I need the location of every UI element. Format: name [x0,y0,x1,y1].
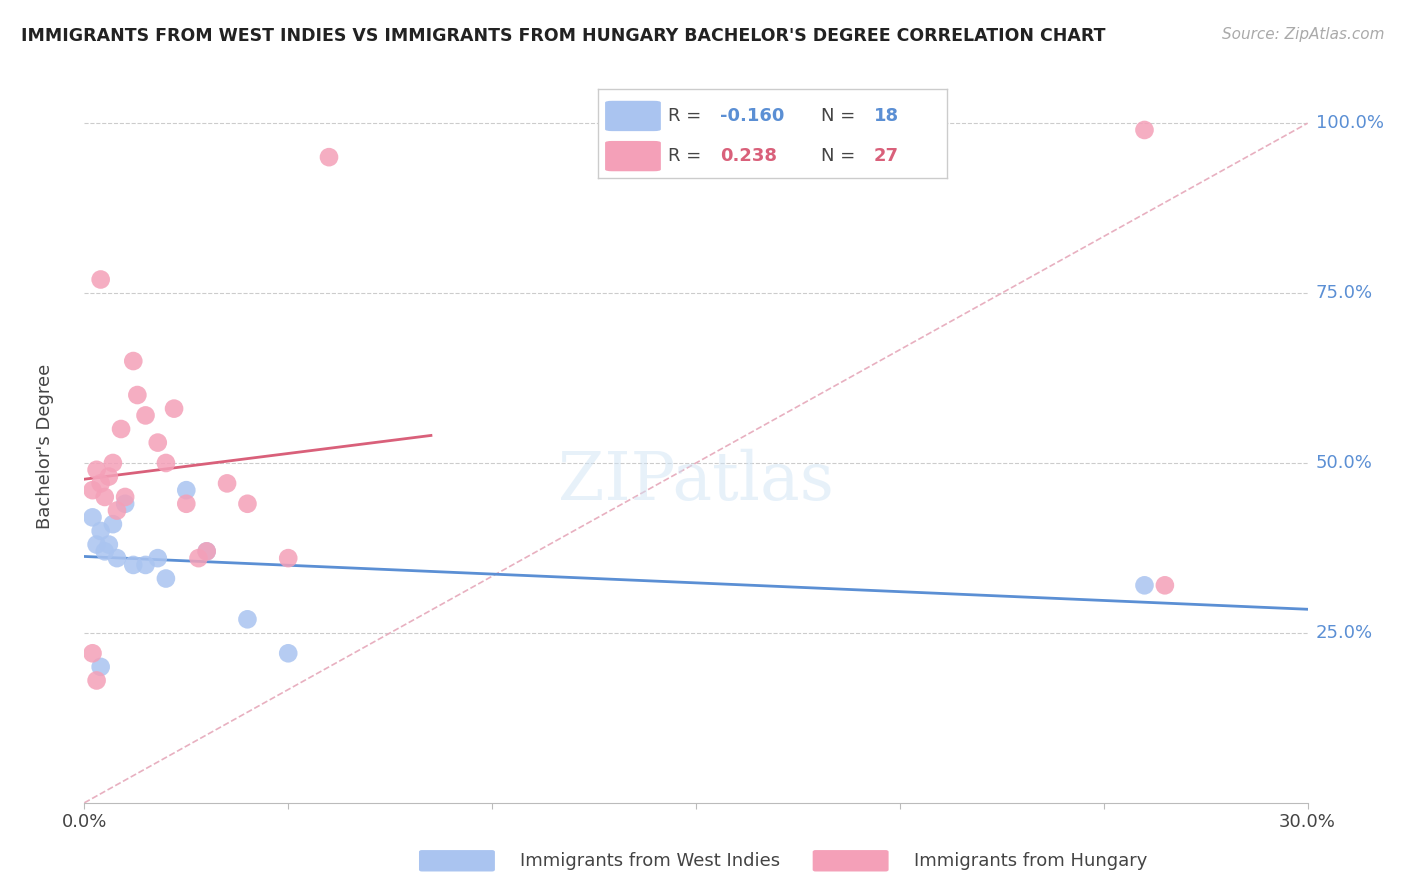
Point [236,612,259,626]
FancyBboxPatch shape [605,101,661,131]
Point [146,435,169,450]
Point [155,572,177,586]
Text: N =: N = [821,147,855,165]
Point [146,551,169,566]
Point [90,524,112,538]
Point [217,476,239,491]
Point [174,483,197,498]
Point [195,544,218,558]
Text: 50.0%: 50.0% [1316,454,1372,472]
Point [155,456,177,470]
Point [187,551,209,566]
Point [93,490,115,504]
Point [101,517,124,532]
Text: Immigrants from West Indies: Immigrants from West Indies [520,852,780,870]
Point [82,646,104,660]
Point [97,469,120,483]
Text: Source: ZipAtlas.com: Source: ZipAtlas.com [1222,27,1385,42]
Point [277,646,299,660]
Text: Immigrants from Hungary: Immigrants from Hungary [914,852,1147,870]
FancyBboxPatch shape [605,141,661,171]
Point [93,544,115,558]
Point [195,544,218,558]
Point [236,497,259,511]
Text: 18: 18 [873,107,898,125]
Text: 27: 27 [873,147,898,165]
Point [90,476,112,491]
Text: IMMIGRANTS FROM WEST INDIES VS IMMIGRANTS FROM HUNGARY BACHELOR'S DEGREE CORRELA: IMMIGRANTS FROM WEST INDIES VS IMMIGRANT… [21,27,1105,45]
Point [1153,578,1175,592]
Text: N =: N = [821,107,855,125]
Point [127,388,149,402]
Point [135,409,157,423]
Point [105,503,128,517]
Text: -0.160: -0.160 [720,107,785,125]
Point [318,150,340,164]
Point [86,463,108,477]
Point [82,483,104,498]
Point [90,660,112,674]
Point [163,401,186,416]
Text: 0.238: 0.238 [720,147,778,165]
Point [122,354,145,368]
Point [135,558,157,572]
Point [86,537,108,551]
Text: 25.0%: 25.0% [1316,624,1372,642]
Point [97,537,120,551]
Point [82,510,104,524]
Point [114,497,136,511]
Point [277,551,299,566]
Point [1133,123,1156,137]
Text: 100.0%: 100.0% [1316,114,1384,132]
Text: 75.0%: 75.0% [1316,284,1372,302]
Text: R =: R = [668,107,702,125]
Text: Bachelor's Degree: Bachelor's Degree [35,363,53,529]
Text: ZIPatlas: ZIPatlas [558,449,834,515]
Point [90,272,112,286]
Text: R =: R = [668,147,702,165]
Point [122,558,145,572]
Point [105,551,128,566]
Point [114,490,136,504]
Point [86,673,108,688]
Point [110,422,132,436]
Point [1133,578,1156,592]
Point [174,497,197,511]
Point [101,456,124,470]
